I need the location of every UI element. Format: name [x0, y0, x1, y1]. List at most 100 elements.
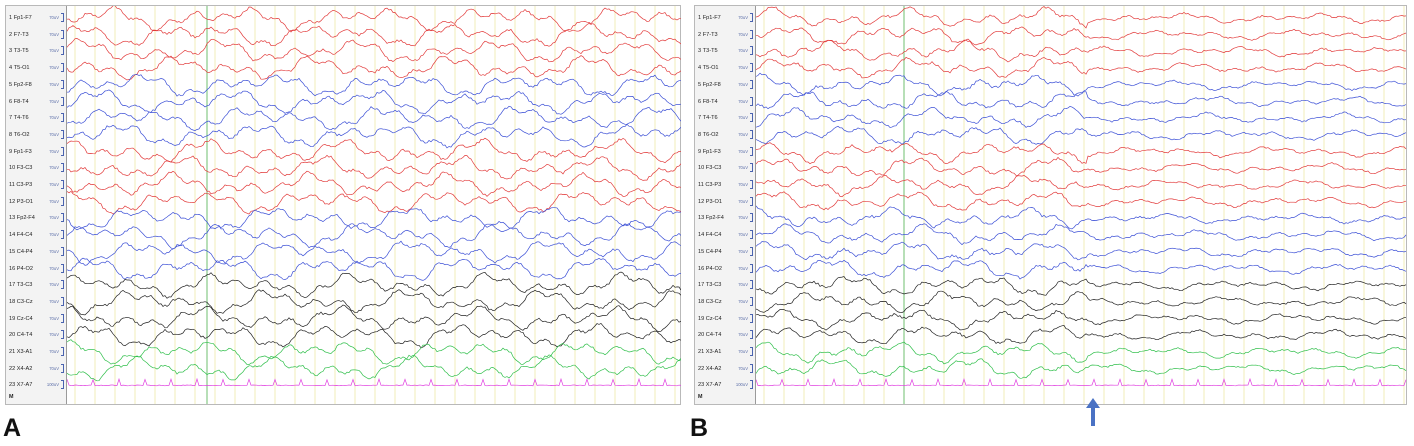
- eeg-traces: [756, 6, 1407, 404]
- channel-scale: 70uV: [738, 215, 748, 221]
- channel-label: X7-A7: [16, 382, 33, 389]
- channel-scale: 70uV: [738, 198, 748, 204]
- channel-row: 20 C4-T4 70uV: [698, 330, 754, 340]
- channel-number: 19: [698, 315, 705, 322]
- channel-scale: 70uV: [738, 298, 748, 304]
- channel-scale: 70uV: [49, 131, 59, 137]
- channel-label: Fp2-F4: [705, 215, 724, 222]
- eeg-channel-trace: [756, 175, 1407, 198]
- eeg-panel-b: 1 Fp1-F7 70uV 2 F7-T3 70uV 3 T3-T5 70uV 4 T5-O…: [694, 5, 1407, 405]
- channel-row: 3 T3-T5 70uV: [698, 46, 754, 56]
- channel-scale: 70uV: [738, 148, 748, 154]
- scale-bracket-icon: [61, 79, 64, 89]
- eeg-channel-trace: [67, 207, 681, 231]
- scale-bracket-icon: [750, 46, 753, 56]
- channel-label: C4-P4: [705, 248, 722, 255]
- channel-label: Fp1-F7: [13, 15, 32, 21]
- eeg-channel-trace: [756, 205, 1407, 230]
- channel-label: T6-O2: [702, 131, 719, 138]
- channel-number: 14: [9, 232, 16, 239]
- channel-scale: 70uV: [738, 15, 748, 20]
- channel-scale: 70uV: [49, 31, 59, 37]
- up-arrow-icon: [1086, 398, 1100, 426]
- channel-number: 3: [9, 48, 13, 55]
- channel-row: 14 F4-C4 70uV: [698, 230, 754, 240]
- channel-label: X7-A7: [705, 382, 722, 389]
- channel-label: X3-A1: [705, 349, 722, 355]
- scale-bracket-icon: [750, 96, 753, 106]
- channel-row: 15 C4-P4 70uV: [698, 246, 754, 257]
- channel-number: 2: [9, 31, 13, 38]
- channel-row: 16 P4-O2 70uV: [698, 263, 754, 274]
- channel-scale: 70uV: [738, 115, 748, 121]
- channel-label: P4-O2: [16, 265, 33, 272]
- channel-number: 11: [9, 182, 15, 188]
- scale-bracket-icon: [61, 113, 64, 123]
- channel-label: C4-T4: [16, 332, 33, 339]
- eeg-channel-trace: [67, 289, 681, 316]
- eeg-channel-trace: [756, 26, 1407, 46]
- channel-sidebar-b: 1 Fp1-F7 70uV 2 F7-T3 70uV 3 T3-T5 70uV 4 T5-O…: [695, 6, 756, 404]
- channel-row: 11 C3-P3 70uV: [9, 180, 65, 190]
- channel-row: 17 T3-C3 70uV: [698, 280, 754, 290]
- eeg-channel-trace: [67, 339, 681, 365]
- channel-scale: 70uV: [738, 131, 748, 137]
- channel-row: 20 C4-T4 70uV: [9, 330, 65, 340]
- channel-number: 10: [9, 165, 16, 172]
- channel-label: Fp2-F4: [16, 215, 35, 222]
- scale-bracket-icon: [750, 129, 753, 139]
- channel-row: 12 P3-O1 70uV: [698, 196, 754, 207]
- channel-label: C3-Cz: [16, 298, 33, 305]
- eeg-channel-trace: [67, 55, 681, 81]
- channel-number: 20: [698, 332, 705, 339]
- channel-scale: 70uV: [49, 198, 59, 204]
- eeg-channel-trace: [756, 106, 1407, 128]
- channel-label: C4-P4: [16, 248, 33, 255]
- channel-scale: 70uV: [49, 332, 59, 338]
- channel-label: F4-C4: [16, 232, 33, 239]
- channel-scale: 70uV: [738, 282, 748, 288]
- eeg-channel-trace: [756, 325, 1407, 345]
- scale-bracket-icon: [61, 96, 64, 106]
- channel-scale: 70uV: [49, 165, 59, 171]
- channel-number: 11: [698, 182, 704, 188]
- channel-number: 20: [9, 332, 16, 339]
- channel-row: 4 T5-O1 70uV: [9, 63, 65, 73]
- channel-row: 16 P4-O2 70uV: [9, 263, 65, 274]
- channel-scale: 70uV: [49, 215, 59, 221]
- scale-bracket-icon: [61, 213, 64, 223]
- channel-number: 9: [698, 148, 702, 155]
- channel-label: X4-A2: [16, 365, 33, 372]
- channel-row: 23 X7-A7 100uV: [9, 380, 65, 390]
- channel-number: 8: [9, 131, 13, 138]
- channel-scale: 70uV: [738, 248, 748, 254]
- scale-bracket-icon: [61, 330, 64, 340]
- channel-number: 16: [9, 265, 16, 272]
- channel-scale: 70uV: [49, 182, 59, 187]
- channel-number: 1: [698, 15, 702, 21]
- scale-bracket-icon: [61, 363, 64, 373]
- channel-number: 3: [698, 48, 702, 55]
- channel-scale: 70uV: [49, 232, 59, 238]
- channel-label: T3-T5: [702, 48, 718, 55]
- eeg-channel-trace: [67, 354, 681, 382]
- channel-row: 13 Fp2-F4 70uV: [9, 213, 65, 223]
- scale-bracket-icon: [750, 213, 753, 223]
- channel-row: 1 Fp1-F7 70uV: [9, 13, 65, 23]
- eeg-channel-trace: [756, 276, 1407, 296]
- scale-bracket-icon: [750, 29, 753, 39]
- channel-number: 5: [698, 81, 702, 88]
- scale-bracket-icon: [61, 246, 64, 256]
- eeg-channel-trace: [67, 123, 681, 149]
- channel-scale: 70uV: [49, 282, 59, 288]
- eeg-traces: [67, 6, 681, 404]
- scale-bracket-icon: [750, 263, 753, 273]
- eeg-channel-trace: [67, 23, 681, 47]
- channel-number: 2: [698, 31, 702, 38]
- channel-sidebar-a: 1 Fp1-F7 70uV 2 F7-T3 70uV 3 T3-T5 70uV 4 T5-O…: [6, 6, 67, 404]
- eeg-channel-trace: [756, 125, 1407, 145]
- channel-label: F8-T4: [702, 98, 718, 105]
- channel-row: 6 F8-T4 70uV: [9, 96, 65, 107]
- eeg-channel-trace: [67, 89, 681, 115]
- eeg-channel-trace: [67, 322, 681, 349]
